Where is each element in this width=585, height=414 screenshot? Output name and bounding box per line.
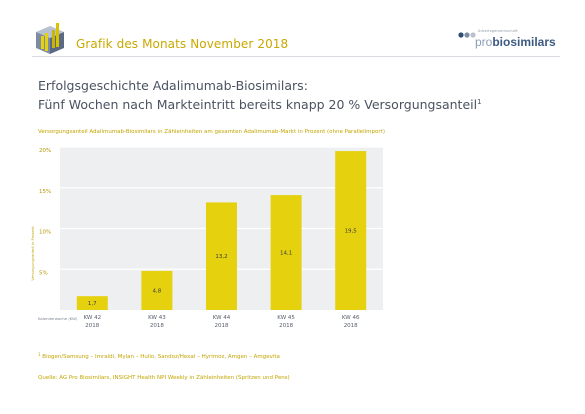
bar [335,151,367,310]
y-axis-label: Versorgungsanteil in Prozent [30,226,35,281]
title-footnote-mark: 1 [477,98,482,106]
y-tick-labels: 5% 10% 15% 20% [39,148,51,276]
footnote-mark: 1 [38,352,41,357]
title-line-1: Erfolgsgeschichte Adalimumab-Biosimilars… [38,78,308,93]
data-label: 4,8 [153,288,162,294]
x-axis-label: Kalenderwoche (KW) [38,316,78,321]
x-tick-label: 2018 [85,323,99,329]
value-labels: 1,7 4,8 13,2 14,1 19,5 [88,229,357,308]
y-tick-label: 15% [39,189,51,195]
y-tick-label: 20% [39,148,51,154]
bar [141,270,173,310]
x-tick-labels: KW 42 2018 KW 43 2018 KW 44 2018 KW 45 2018 KW 4… [83,315,359,329]
footnote-text: Biogen/Samsung – Imraldi, Mylan – Hulio,… [42,354,280,360]
page-title: Erfolgsgeschichte Adalimumab-Biosimilars… [38,78,558,113]
bar [270,195,302,310]
data-label: 19,5 [345,229,358,235]
logo-icon [36,23,64,54]
footnote: 1 Biogen/Samsung – Imraldi, Mylan – Huli… [38,352,280,360]
title-line-2-text: Fünf Wochen nach Markteintritt bereits k… [38,97,478,112]
x-tick-label: 2018 [150,323,164,329]
x-tick-label: 2018 [344,323,358,329]
org-logo-bio: biosimilars [492,35,556,49]
x-tick-label: 2018 [215,323,229,329]
org-logo-pro: pro [475,35,493,49]
y-tick-label: 5% [39,270,48,276]
data-label: 1,7 [88,301,97,307]
x-tick-label: 2018 [279,323,293,329]
title-line-2: Fünf Wochen nach Markteintritt bereits k… [38,94,558,113]
y-tick-label: 10% [39,230,51,236]
header-divider [32,56,560,57]
data-label: 13,2 [215,254,227,260]
bar [206,202,237,310]
data-label: 14,1 [280,251,292,257]
org-tagline: Arbeitsgemeinschaft [478,29,518,33]
source-note: Quelle: AG Pro Biosimilars, INSIGHT Heal… [38,375,290,381]
org-dots-icon [458,32,476,38]
bars [76,151,367,310]
x-tick-label: KW 46 [342,315,360,321]
x-tick-label: KW 44 [213,315,231,321]
banner-title: Grafik des Monats November 2018 [76,37,289,51]
chart-title: Versorgungsanteil Adalimumab-Biosimilars… [38,129,385,135]
x-tick-label: KW 43 [148,315,166,321]
x-tick-label: KW 42 [83,315,101,321]
x-tick-label: KW 45 [277,315,295,321]
bar [76,296,108,310]
org-logo-text: probiosimilars [475,35,556,49]
